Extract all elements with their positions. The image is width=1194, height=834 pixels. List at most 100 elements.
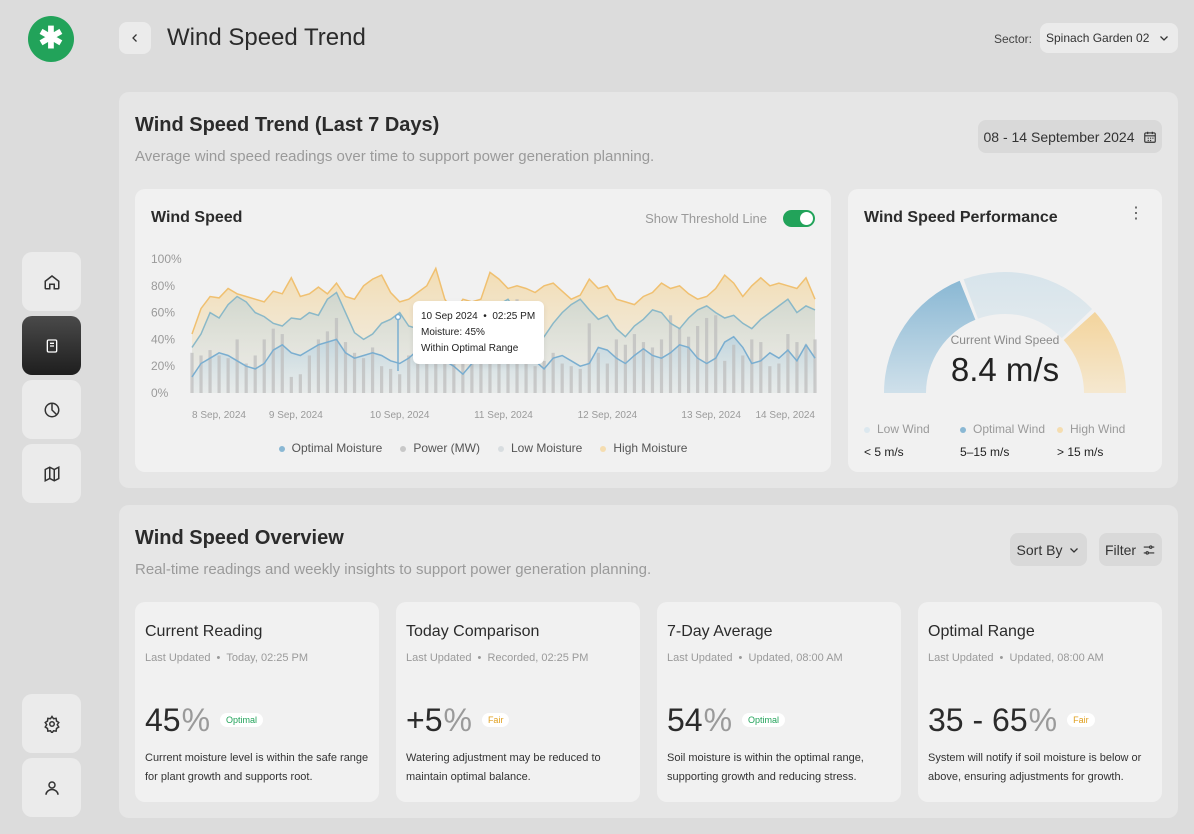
y-tick-label: 60% — [151, 306, 175, 320]
stat-description: Watering adjustment may be reduced to ma… — [406, 752, 601, 783]
chart-legend: Optimal Moisture Power (MW) Low Moisture… — [135, 441, 831, 455]
more-options-icon[interactable]: ⋮ — [1128, 205, 1144, 222]
updated-label: Last Updated — [145, 652, 211, 664]
power-bar — [723, 360, 727, 393]
x-tick-label: 10 Sep, 2024 — [370, 410, 430, 421]
nav-home[interactable] — [22, 252, 81, 311]
power-bar — [813, 339, 817, 393]
legend-dot — [864, 426, 870, 433]
power-bar — [650, 347, 655, 393]
nav-reports[interactable] — [22, 316, 81, 375]
y-tick-label: 40% — [151, 332, 175, 346]
legend-item-low[interactable]: Low Moisture — [497, 441, 583, 455]
sort-button[interactable]: Sort By — [1010, 533, 1087, 566]
value-number: 54 — [667, 702, 703, 738]
legend-item-power[interactable]: Power (MW) — [400, 441, 480, 455]
stat-updated: Last Updated • Updated, 08:00 AM — [667, 652, 843, 664]
power-bar — [289, 376, 293, 393]
app-logo[interactable]: ✱ — [28, 16, 74, 62]
perf-legend-high: High Wind — [1057, 422, 1125, 436]
tooltip-line2: Within Optimal Range — [421, 343, 519, 354]
y-tick-label: 80% — [151, 279, 175, 293]
y-tick-label: 0% — [151, 386, 169, 400]
power-bar — [542, 360, 546, 393]
power-bar — [479, 336, 483, 393]
nav-analytics[interactable] — [22, 380, 81, 439]
power-bar — [750, 339, 754, 393]
back-button[interactable] — [119, 22, 151, 54]
stat-description: Soil moisture is within the optimal rang… — [667, 752, 864, 783]
power-bar — [578, 368, 582, 393]
power-bar — [298, 374, 302, 393]
stat-value: 35 - 65% Fair — [928, 702, 1095, 739]
stat-card-today[interactable]: Today Comparison Last Updated • Recorded… — [396, 602, 640, 802]
wind-performance-card: Wind Speed Performance ⋮ Current Wind Sp… — [848, 189, 1162, 472]
sidebar: ✱ — [0, 0, 104, 834]
power-bar — [623, 344, 627, 393]
stat-description: Current moisture level is within the saf… — [145, 752, 369, 783]
value-number: 45 — [145, 702, 181, 738]
nav-profile[interactable] — [22, 758, 81, 817]
power-bar — [641, 342, 646, 393]
tooltip-header: 10 Sep 2024 • 02:25 PM — [421, 311, 536, 322]
chevron-left-icon — [132, 34, 137, 42]
sort-label: Sort By — [1016, 541, 1063, 558]
sector-select[interactable]: Spinach Garden 02 — [1040, 23, 1178, 53]
power-bar — [632, 334, 637, 393]
power-bar — [398, 374, 402, 393]
legend-label: Power (MW) — [413, 441, 480, 455]
updated-label: Last Updated — [928, 652, 994, 664]
power-bar — [244, 363, 248, 393]
date-range-label: 08 - 14 September 2024 — [983, 128, 1135, 145]
chart-tooltip: 10 Sep 2024 • 02:25 PM Moisture: 45% Wit… — [413, 301, 544, 364]
updated-value: Recorded, 02:25 PM — [487, 652, 589, 664]
stat-updated: Last Updated • Updated, 08:00 AM — [928, 652, 1104, 664]
map-icon — [44, 465, 59, 482]
power-bar — [804, 344, 808, 393]
perf-range-low: < 5 m/s — [864, 445, 904, 459]
trend-panel: Wind Speed Trend (Last 7 Days) Average w… — [119, 92, 1178, 488]
page-title: Wind Speed Trend — [167, 24, 366, 51]
home-icon — [44, 274, 59, 289]
status-badge: Fair — [1067, 713, 1095, 727]
performance-title: Wind Speed Performance — [864, 209, 1058, 226]
status-badge: Fair — [481, 713, 510, 727]
pie-chart-icon — [44, 402, 59, 417]
nav-map[interactable] — [22, 444, 81, 503]
value-unit: % — [1028, 702, 1058, 738]
power-bar — [524, 355, 528, 393]
legend-dot — [497, 445, 504, 452]
stat-title: 7-Day Average — [667, 623, 773, 640]
legend-label: Low Moisture — [510, 441, 583, 455]
power-bar — [262, 339, 266, 393]
gauge-segment-low — [963, 272, 1093, 339]
date-range-button[interactable]: 08 - 14 September 2024 — [978, 120, 1162, 153]
filter-button[interactable]: Filter — [1099, 533, 1162, 566]
perf-legend-label: Optimal Wind — [973, 422, 1046, 436]
overview-title: Wind Speed Overview — [135, 527, 344, 549]
power-bar — [605, 363, 609, 393]
chevron-down-icon — [1160, 36, 1168, 41]
threshold-toggle[interactable] — [783, 210, 815, 227]
gauge-segment-optimal — [884, 280, 976, 393]
power-bar — [271, 328, 275, 393]
stat-card-average[interactable]: 7-Day Average Last Updated • Updated, 08… — [657, 602, 901, 802]
stat-card-current[interactable]: Current Reading Last Updated • Today, 02… — [135, 602, 379, 802]
nav-settings[interactable] — [22, 694, 81, 753]
power-bar — [190, 352, 194, 393]
threshold-toggle-label: Show Threshold Line — [645, 211, 767, 226]
legend-dot — [278, 445, 285, 452]
gear-icon — [43, 714, 60, 733]
wind-gauge — [884, 272, 1126, 393]
gauge-segment-high — [1063, 312, 1126, 393]
legend-item-high[interactable]: High Moisture — [600, 441, 687, 455]
power-bar — [380, 366, 384, 393]
sliders-icon — [1143, 544, 1155, 555]
power-bar — [370, 347, 375, 393]
legend-item-optimal[interactable]: Optimal Moisture — [278, 441, 382, 455]
stat-card-range[interactable]: Optimal Range Last Updated • Updated, 08… — [918, 602, 1162, 802]
legend-dot — [960, 426, 966, 433]
perf-legend-label: High Wind — [1070, 422, 1126, 436]
stat-value: +5% Fair — [406, 702, 510, 739]
power-bar — [280, 334, 284, 393]
